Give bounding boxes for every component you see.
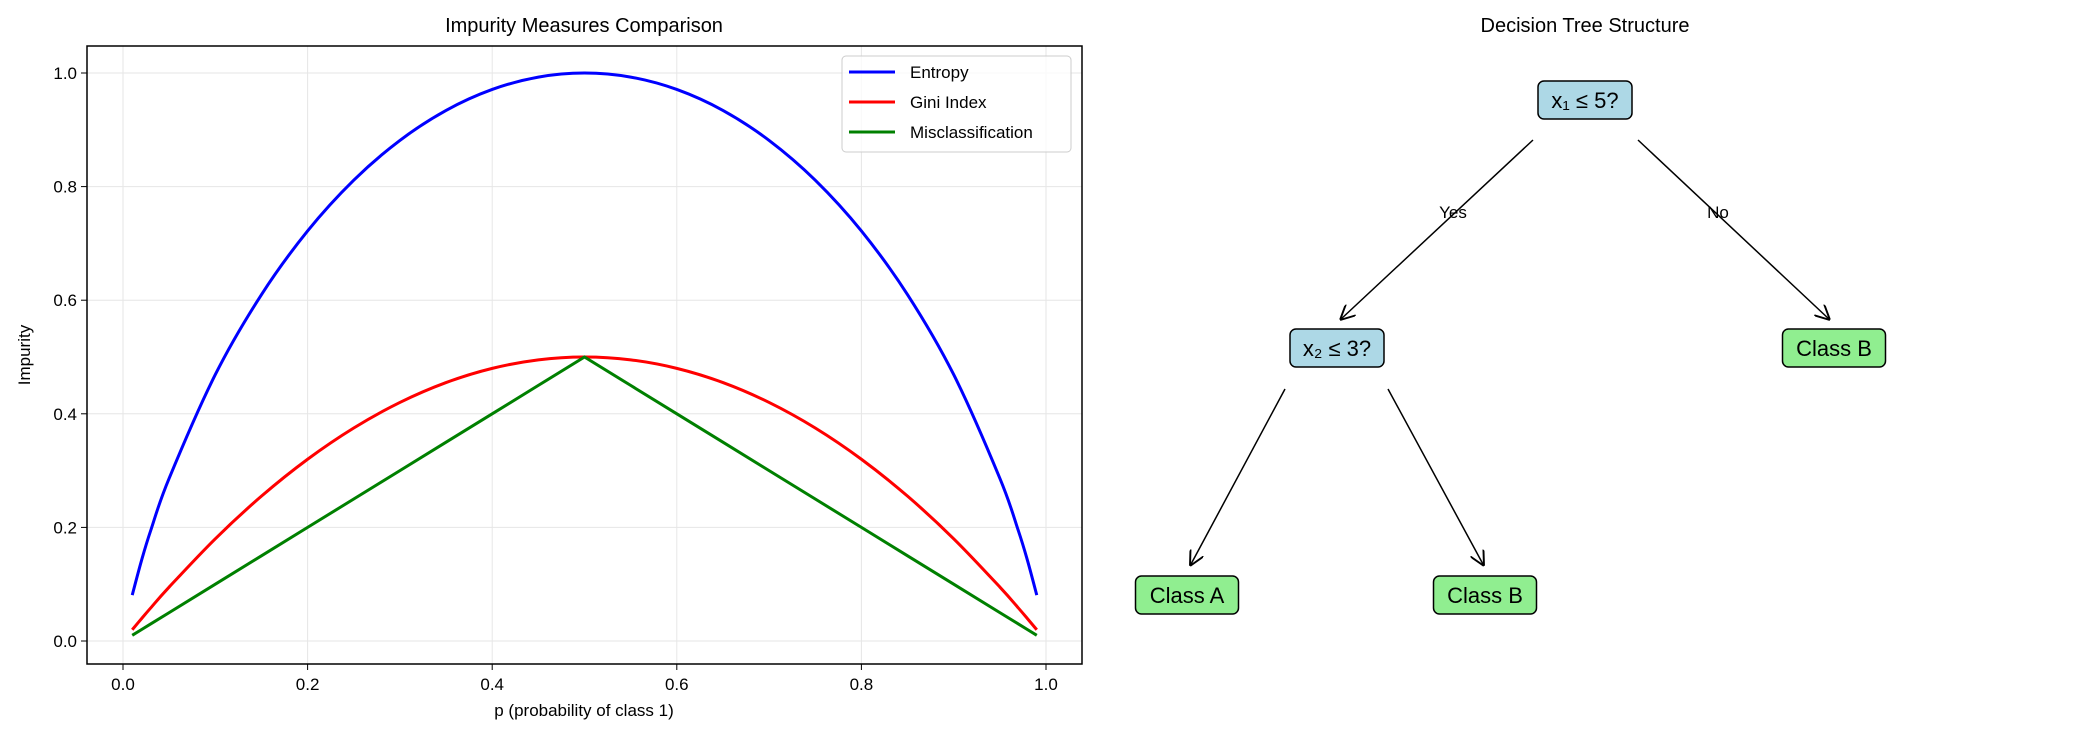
tree-title: Decision Tree Structure — [1481, 15, 1690, 37]
legend-label-entropy: Entropy — [910, 63, 969, 82]
legend-box — [841, 55, 1072, 153]
node-label: Class B — [1447, 583, 1523, 608]
x-tick-label: 0.8 — [850, 675, 874, 694]
legend-label-gini-index: Gini Index — [910, 93, 987, 112]
node-label: x₂ ≤ 3? — [1303, 336, 1371, 361]
chart-title: Impurity Measures Comparison — [445, 15, 723, 37]
y-tick-label: 0.8 — [53, 178, 77, 197]
node-box — [1134, 575, 1240, 615]
decision-node: x₂ ≤ 3? — [1289, 328, 1385, 368]
entropy-line — [130, 71, 1039, 596]
tree-edge-arrow — [1637, 139, 1830, 320]
tree-edges: Yes No — [1190, 139, 1830, 566]
leaf-node: Class B — [1432, 575, 1538, 615]
curves — [130, 71, 1039, 637]
node-label: x₁ ≤ 5? — [1551, 88, 1618, 113]
misclassification-line — [131, 355, 1038, 637]
decision-node: x₁ ≤ 5? — [1537, 80, 1633, 120]
x-tick-label: 0.6 — [665, 675, 689, 694]
y-tick-label: 1.0 — [53, 64, 77, 83]
leaf-node: Class B — [1781, 328, 1887, 368]
node-box — [1781, 328, 1887, 368]
x-tick-label: 1.0 — [1034, 675, 1058, 694]
decision-tree: Decision Tree Structure Yes No x₁ ≤ 5? x₂ … — [1134, 15, 1887, 615]
x-tick-label: 0.4 — [480, 675, 504, 694]
leaf-node: Class A — [1134, 575, 1240, 615]
x-tick-label: 0.2 — [296, 675, 320, 694]
ticks: 0.0 0.2 0.4 0.6 0.8 1.0 0.0 0.2 0.4 0.6 0.8 1.0 — [53, 64, 1057, 694]
node-box — [1537, 80, 1633, 120]
y-axis-label: Impurity — [15, 324, 34, 385]
tree-edge-arrow — [1340, 139, 1534, 320]
legend-label-misclassification: Misclassification — [910, 123, 1033, 142]
edge-label-yes: Yes — [1439, 203, 1467, 222]
impurity-chart: Impurity Measures Comparison 0.0 0.2 0.4 0.… — [15, 15, 1083, 720]
x-tick-label: 0.0 — [111, 675, 135, 694]
node-label: Class B — [1796, 336, 1872, 361]
y-tick-label: 0.4 — [53, 405, 77, 424]
gini-index-line — [131, 355, 1038, 631]
y-tick-label: 0.6 — [53, 291, 77, 310]
edge-label-no: No — [1707, 203, 1729, 222]
node-box — [1432, 575, 1538, 615]
node-label: Class A — [1150, 583, 1225, 608]
y-tick-label: 0.2 — [53, 518, 77, 537]
plot-frame — [86, 45, 1083, 665]
x-axis-label: p (probability of class 1) — [494, 701, 674, 720]
node-box — [1289, 328, 1385, 368]
tree-edge-arrow — [1190, 388, 1286, 566]
tree-edge-arrow — [1387, 388, 1484, 566]
legend: Entropy Gini Index Misclassification — [841, 55, 1072, 153]
tree-nodes: x₁ ≤ 5? x₂ ≤ 3? Class B Class A Class B — [1134, 80, 1887, 615]
y-tick-label: 0.0 — [53, 632, 77, 651]
